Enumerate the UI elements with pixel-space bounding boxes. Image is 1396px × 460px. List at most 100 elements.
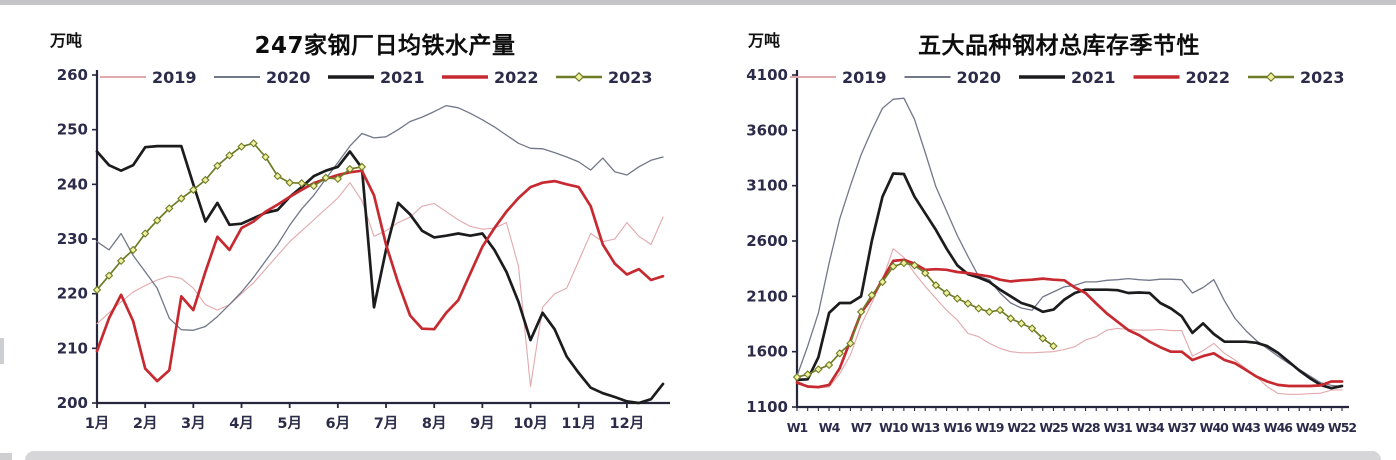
y-tick-label: 220 <box>57 285 88 303</box>
legend-label-2022: 2022 <box>494 68 539 87</box>
legend-item-2019: 2019 <box>790 68 887 87</box>
legend-label-2019: 2019 <box>152 68 197 87</box>
legend-label-2020: 2020 <box>957 68 1002 87</box>
series-line-2022 <box>795 258 1344 389</box>
marker-diamond-2023 <box>345 164 355 174</box>
marker-diamond-2023 <box>974 304 983 313</box>
legend-marker-diamond <box>573 71 585 83</box>
marker-diamond-2023 <box>931 281 941 290</box>
marker-diamond-2023 <box>189 185 198 194</box>
y-tick-label: 200 <box>57 394 88 412</box>
legend-label-2021: 2021 <box>1071 68 1116 87</box>
y-tick-label: 3600 <box>746 121 788 139</box>
x-tick-label: 10月 <box>513 415 548 432</box>
x-tick-label: W43 <box>1232 420 1260 435</box>
x-tick-label: 8月 <box>422 415 447 432</box>
chart-canvas-hot-metal-output: 200 210 220 230 240 250 260 1月 2月 3月 4月 5月 6月 7月 8月 9月 1… <box>57 66 670 432</box>
x-tick-label: W10 <box>879 420 908 435</box>
marker-diamond-2023 <box>1027 324 1037 333</box>
x-tick-label: W49 <box>1296 420 1324 435</box>
marker-diamond-2023 <box>867 291 876 300</box>
y-tick-label: 3100 <box>746 177 788 195</box>
marker-diamond-2023 <box>792 372 802 382</box>
page-bottom-left-mark <box>0 453 12 460</box>
marker-diamond-2023 <box>213 161 222 170</box>
marker-diamond-2023 <box>899 258 909 268</box>
legend-item-2023: 2023 <box>556 68 653 87</box>
y-tick-label: 250 <box>57 121 88 139</box>
chart-title-steel-inventory: 五大品种钢材总库存季节性 <box>918 33 1200 59</box>
marker-diamond-2023 <box>237 142 246 151</box>
marker-diamond-2023 <box>995 305 1005 315</box>
x-tick-label: W40 <box>1200 420 1229 435</box>
legend-label-2023: 2023 <box>608 68 653 87</box>
legend-label-2019: 2019 <box>842 68 887 87</box>
legend-item-2022: 2022 <box>1133 68 1231 87</box>
legend-item-2021: 2021 <box>328 68 425 87</box>
legend-label-2022: 2022 <box>1186 68 1231 87</box>
marker-diamond-2023 <box>128 245 138 255</box>
x-tick-label: 1月 <box>85 415 110 432</box>
x-tick-label: W7 <box>851 420 872 435</box>
chart-panel-steel-inventory: 万吨 五大品种钢材总库存季节性 1100 1600 2100 2600 3100 3600… <box>698 0 1396 460</box>
legend-label-2020: 2020 <box>266 68 311 87</box>
marker-diamond-2023 <box>249 139 258 148</box>
legend-item-2019: 2019 <box>100 68 197 87</box>
y-tick-label: 1600 <box>746 343 788 361</box>
marker-diamond-2023 <box>201 175 210 185</box>
marker-diamond-2023 <box>824 360 834 370</box>
legend-item-2022: 2022 <box>442 68 539 87</box>
x-tick-label: W16 <box>943 420 972 435</box>
marker-diamond-2023 <box>261 152 270 162</box>
y-tick-label: 260 <box>57 66 88 84</box>
x-tick-label: 6月 <box>326 415 351 432</box>
y-axis-unit-label: 万吨 <box>748 31 781 50</box>
x-tick-label: W1 <box>787 420 808 435</box>
marker-diamond-2023 <box>140 229 150 238</box>
marker-diamond-2023 <box>321 173 330 182</box>
marker-diamond-2023 <box>856 307 866 317</box>
marker-diamond-2023 <box>921 268 930 278</box>
x-tick-label: W31 <box>1103 420 1131 435</box>
x-tick-label: 12月 <box>610 415 645 432</box>
chart-title-hot-metal-output: 247家钢厂日均铁水产量 <box>254 33 516 59</box>
marker-diamond-2023 <box>1006 314 1015 323</box>
marker-diamond-2023 <box>814 365 823 374</box>
marker-diamond-2023 <box>177 194 186 203</box>
series-line-2021 <box>95 144 665 405</box>
x-tick-label: W46 <box>1264 420 1293 435</box>
marker-diamond-2023 <box>357 162 367 172</box>
marker-diamond-2023 <box>92 285 102 295</box>
x-tick-label: 11月 <box>561 415 596 432</box>
marker-diamond-2023 <box>953 294 962 303</box>
x-tick-label: 4月 <box>229 415 254 432</box>
marker-diamond-2023 <box>225 151 234 160</box>
x-tick-label: W52 <box>1328 420 1356 435</box>
chart-panel-hot-metal-output: 万吨 247家钢厂日均铁水产量 200 210 220 230 240 250 260 1月 2… <box>50 31 670 432</box>
marker-diamond-2023 <box>165 204 174 213</box>
marker-diamond-2023 <box>104 271 114 280</box>
marker-diamond-2023 <box>285 178 294 187</box>
page-left-edge-mark <box>0 338 4 364</box>
x-tick-label: 3月 <box>181 415 206 432</box>
marker-diamond-2023 <box>942 288 951 298</box>
y-tick-label: 1100 <box>746 398 788 416</box>
legend-item-2023: 2023 <box>1248 68 1345 87</box>
series-line-2019 <box>96 182 664 388</box>
legend-marker-diamond <box>1265 71 1277 83</box>
marker-diamond-2023 <box>1017 319 1026 328</box>
x-tick-label: 9月 <box>470 415 495 432</box>
legend-item-2020: 2020 <box>214 68 311 87</box>
series-line-2021 <box>795 172 1344 390</box>
x-tick-label: W34 <box>1136 420 1165 435</box>
y-axis-unit-label: 万吨 <box>50 31 83 50</box>
y-tick-label: 2100 <box>746 287 788 305</box>
series-line-2023 <box>96 142 363 291</box>
marker-diamond-2023 <box>1038 334 1047 343</box>
y-tick-label: 240 <box>57 175 88 193</box>
marker-diamond-2023 <box>835 349 844 358</box>
marker-diamond-2023 <box>846 339 855 348</box>
marker-diamond-2023 <box>1049 341 1058 351</box>
